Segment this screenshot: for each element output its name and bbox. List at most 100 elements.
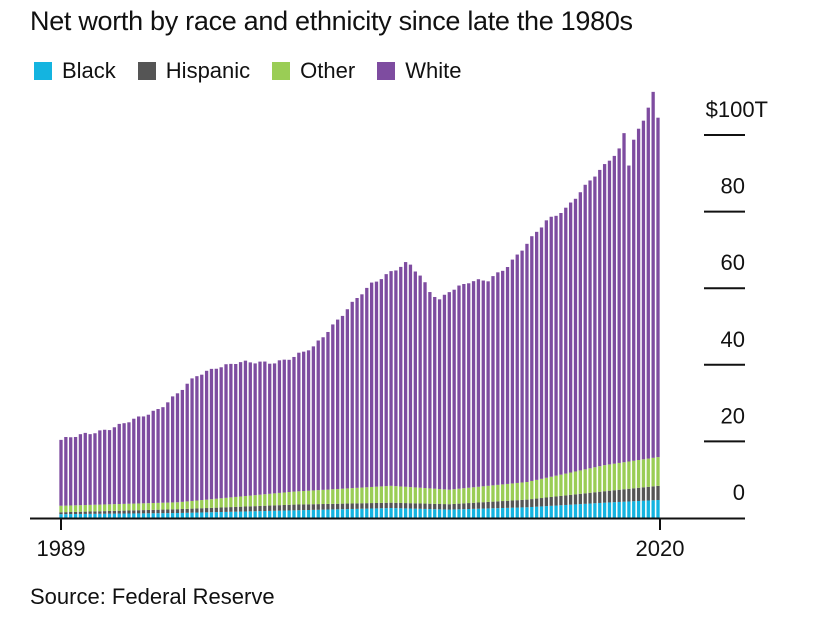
bar-segment-black (234, 511, 238, 518)
bar-segment-black (73, 514, 78, 518)
bar-segment-hispanic (224, 507, 228, 512)
bar-segment-hispanic (190, 508, 194, 513)
bar-70 (399, 266, 403, 518)
bar-segment-black (166, 513, 170, 518)
bar-segment-other (345, 488, 350, 504)
bar-segment-black (282, 510, 286, 518)
bar-segment-white (437, 299, 442, 490)
x-tick-label: 1989 (37, 536, 86, 561)
bar-segment-black (598, 502, 602, 518)
bar-segment-white (287, 359, 291, 493)
bar-61 (355, 298, 359, 518)
bar-segment-white (515, 254, 519, 483)
bar-segment-black (423, 508, 427, 518)
bar-segment-black (510, 507, 515, 518)
bar-segment-black (248, 511, 252, 518)
bar-segment-other (156, 502, 160, 510)
bar-segment-white (632, 139, 636, 461)
bar-segment-hispanic (656, 485, 660, 500)
bar-segment-hispanic (166, 509, 170, 514)
bar-segment-hispanic (234, 506, 238, 512)
bar-segment-black (505, 507, 510, 518)
bar-82 (457, 285, 461, 518)
bar-segment-white (331, 324, 335, 490)
bar-segment-black (64, 514, 68, 518)
bar-segment-hispanic (369, 503, 374, 509)
bar-segment-other (268, 493, 272, 506)
bar-47 (287, 359, 291, 518)
bar-67 (384, 274, 388, 518)
bar-55 (326, 331, 330, 518)
bar-80 (447, 292, 451, 518)
bar-segment-hispanic (321, 504, 325, 510)
bar-71 (403, 262, 408, 518)
bar-segment-black (544, 506, 549, 518)
bar-segment-other (505, 483, 510, 501)
bar-segment-other (64, 505, 68, 513)
bar-segment-black (360, 508, 364, 518)
y-tick-label: 60 (721, 250, 745, 275)
bar-83 (462, 284, 466, 518)
bar-segment-hispanic (306, 504, 311, 510)
bar-90 (496, 272, 500, 518)
bar-8 (98, 430, 102, 518)
bar-63 (365, 287, 369, 518)
bar-segment-black (69, 514, 73, 518)
bar-segment-other (238, 496, 243, 507)
bar-segment-hispanic (180, 509, 184, 513)
bar-35 (229, 363, 233, 518)
bar-segment-white (277, 360, 282, 493)
bar-segment-black (345, 509, 350, 518)
bar-segment-black (476, 508, 481, 518)
bar-93 (510, 259, 515, 518)
bar-48 (292, 356, 296, 518)
bar-92 (505, 267, 510, 518)
bar-segment-hispanic (476, 502, 481, 509)
bar-segment-black (418, 508, 422, 518)
bar-segment-other (185, 501, 189, 509)
bar-116 (622, 133, 626, 518)
bar-segment-hispanic (137, 510, 141, 514)
bar-segment-black (549, 505, 553, 518)
bar-segment-hispanic (204, 508, 209, 513)
bar-segment-other (69, 505, 73, 512)
bar-segment-black (214, 512, 218, 518)
bar-segment-hispanic (530, 499, 534, 507)
bar-segment-hispanic (437, 503, 442, 510)
bar-segment-black (78, 513, 83, 518)
bar-68 (389, 271, 393, 518)
bar-97 (530, 236, 534, 518)
bar-segment-white (530, 236, 534, 481)
bar-segment-white (627, 165, 631, 462)
bar-segment-white (602, 164, 607, 466)
bar-9 (103, 429, 107, 518)
bar-72 (408, 264, 413, 518)
bar-segment-white (394, 270, 398, 487)
bar-segment-black (568, 504, 573, 518)
bar-segment-hispanic (549, 496, 553, 506)
bar-segment-white (248, 362, 252, 496)
bar-segment-white (200, 374, 204, 501)
bar-segment-other (636, 460, 641, 488)
bar-segment-white (622, 133, 626, 463)
bar-segment-black (219, 512, 223, 518)
bar-segment-black (350, 508, 354, 518)
x-axis: 1989 2020 (37, 518, 684, 561)
bar-segment-black (530, 506, 534, 518)
bar-segment-other (78, 505, 83, 512)
bar-33 (219, 367, 223, 518)
bar-segment-black (622, 501, 626, 518)
bar-segment-other (413, 487, 417, 504)
bar-30 (204, 370, 209, 518)
bar-segment-white (180, 389, 184, 502)
bar-segment-white (501, 270, 505, 485)
bar-segment-other (292, 491, 296, 505)
bar-segment-other (204, 499, 209, 509)
bar-segment-hispanic (69, 512, 73, 515)
bar-segment-black (137, 513, 141, 518)
bar-segment-black (656, 500, 660, 518)
bar-46 (282, 359, 286, 518)
bar-segment-black (263, 511, 267, 518)
bar-segment-other (137, 503, 141, 511)
bar-105 (568, 202, 573, 518)
